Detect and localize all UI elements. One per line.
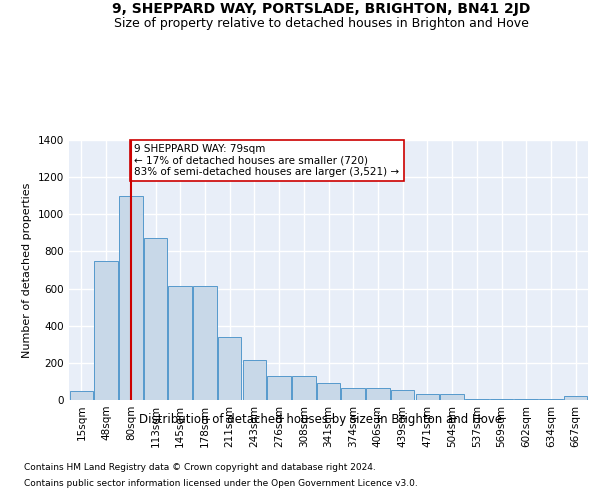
Bar: [391, 390, 415, 400]
Bar: [94, 260, 118, 400]
Text: Distribution of detached houses by size in Brighton and Hove: Distribution of detached houses by size …: [139, 412, 503, 426]
Bar: [564, 396, 587, 400]
Bar: [292, 376, 316, 400]
Text: Contains public sector information licensed under the Open Government Licence v3: Contains public sector information licen…: [24, 478, 418, 488]
Text: 9, SHEPPARD WAY, PORTSLADE, BRIGHTON, BN41 2JD: 9, SHEPPARD WAY, PORTSLADE, BRIGHTON, BN…: [112, 2, 530, 16]
Bar: [144, 238, 167, 400]
Text: Size of property relative to detached houses in Brighton and Hove: Size of property relative to detached ho…: [113, 18, 529, 30]
Bar: [366, 388, 389, 400]
Text: 9 SHEPPARD WAY: 79sqm
← 17% of detached houses are smaller (720)
83% of semi-det: 9 SHEPPARD WAY: 79sqm ← 17% of detached …: [134, 144, 400, 177]
Bar: [169, 286, 192, 400]
Bar: [440, 394, 464, 400]
Bar: [193, 286, 217, 400]
Bar: [514, 399, 538, 400]
Bar: [268, 376, 291, 400]
Bar: [465, 399, 488, 400]
Bar: [70, 390, 93, 400]
Y-axis label: Number of detached properties: Number of detached properties: [22, 182, 32, 358]
Bar: [119, 196, 143, 400]
Bar: [317, 384, 340, 400]
Bar: [539, 399, 563, 400]
Bar: [218, 337, 241, 400]
Bar: [490, 399, 513, 400]
Bar: [416, 394, 439, 400]
Bar: [242, 360, 266, 400]
Bar: [341, 388, 365, 400]
Text: Contains HM Land Registry data © Crown copyright and database right 2024.: Contains HM Land Registry data © Crown c…: [24, 464, 376, 472]
